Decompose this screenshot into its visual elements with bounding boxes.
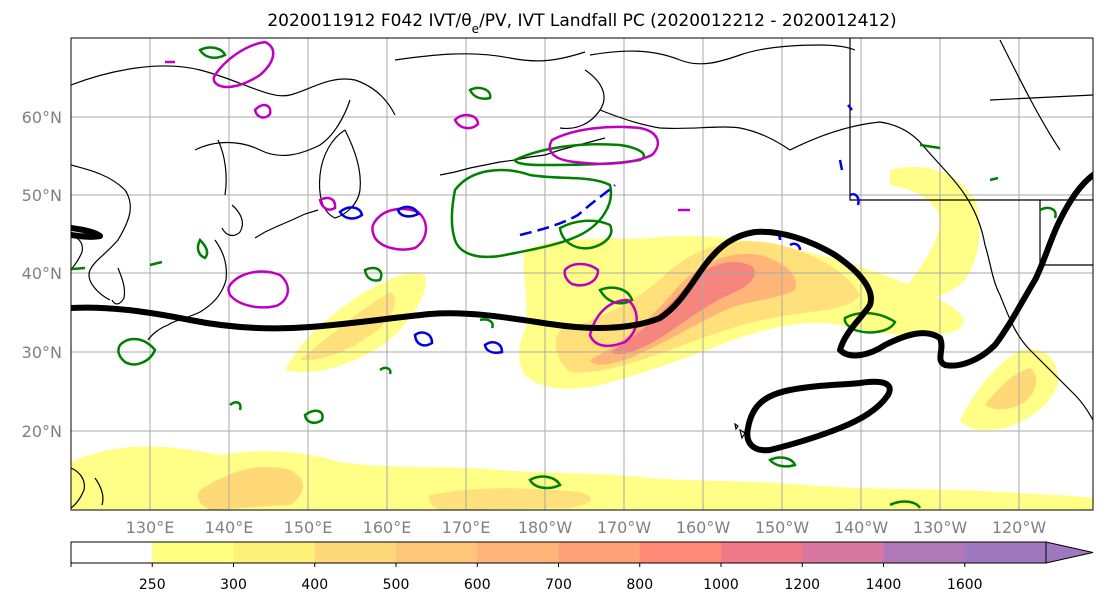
lat-label: 30°N: [22, 343, 62, 362]
lon-label: 170°W: [597, 518, 652, 537]
colorbar-tick-label: 400: [301, 577, 328, 593]
ivt-shading: [71, 166, 1093, 510]
ivt-area-tropics: [71, 446, 1093, 510]
colorbar-segment: [558, 542, 641, 563]
colorbar-segment: [152, 542, 234, 563]
colorbar-segment: [314, 542, 397, 563]
colorbar-segment: [721, 542, 803, 563]
ivt-area-ar-max: [610, 262, 755, 355]
lat-label: 20°N: [22, 422, 62, 441]
ivt-area-tropics-inner2: [429, 488, 591, 510]
lon-label: 140°E: [205, 518, 254, 537]
lon-label: 160°E: [363, 518, 412, 537]
pv-hatching: [451, 170, 611, 257]
colorbar-segment: [477, 542, 559, 563]
lon-label: 150°E: [284, 518, 333, 537]
colorbar-segment: [639, 542, 722, 563]
colorbar-tick-label: 250: [139, 577, 166, 593]
pv-contours-magenta: [165, 40, 690, 348]
colorbar-segment: [883, 542, 966, 563]
graticule: [71, 38, 1093, 510]
lon-label: 130°W: [913, 518, 968, 537]
lon-label: 170°E: [442, 518, 491, 537]
lat-label: 60°N: [22, 108, 62, 127]
lon-label: 150°W: [755, 518, 810, 537]
colorbar-tick-label: 300: [220, 577, 247, 593]
colorbar-tick-label: 1600: [947, 577, 983, 593]
landfall-pc-contour: [71, 172, 1093, 454]
colorbar-tick-label: 1200: [784, 577, 820, 593]
coastlines: [71, 38, 1093, 509]
lon-label: 160°W: [676, 518, 731, 537]
lat-label: 50°N: [22, 186, 62, 205]
latitude-labels: 60°N 50°N 40°N 30°N 20°N: [22, 108, 62, 441]
colorbar-tick-label: 700: [545, 577, 572, 593]
colorbar-segment: [964, 542, 1047, 563]
colorbar-segment: [802, 542, 884, 563]
colorbar-tick-label: 800: [626, 577, 653, 593]
map-border: [70, 37, 1094, 511]
colorbar-tick-label: 500: [383, 577, 410, 593]
colorbar: 250 300 400 500 600 700 800 1000 1200 1400 1600: [70, 541, 1094, 593]
lat-label: 40°N: [22, 264, 62, 283]
lon-label: 140°W: [834, 518, 889, 537]
colorbar-segment: [233, 542, 316, 563]
colorbar-extension: [1045, 541, 1094, 564]
lon-label: 180°W: [518, 518, 573, 537]
colorbar-tick-label: 600: [464, 577, 491, 593]
ivt-area-california-inner: [985, 368, 1037, 410]
ivt-area-tropics-inner: [198, 466, 304, 510]
chart-title: 2020011912 F042 IVT/θe/PV, IVT Landfall …: [267, 11, 896, 36]
lon-label: 120°W: [992, 518, 1047, 537]
longitude-labels: 130°E 140°E 150°E 160°E 170°E 180°W 170°W 160°W…: [126, 518, 1047, 537]
colorbar-tick-label: 1000: [703, 577, 739, 593]
lon-label: 130°E: [126, 518, 175, 537]
colorbar-segment: [396, 542, 478, 563]
map-area: [71, 38, 1093, 510]
colorbar-tick-label: 1400: [866, 577, 902, 593]
colorbar-segment: [71, 542, 153, 563]
